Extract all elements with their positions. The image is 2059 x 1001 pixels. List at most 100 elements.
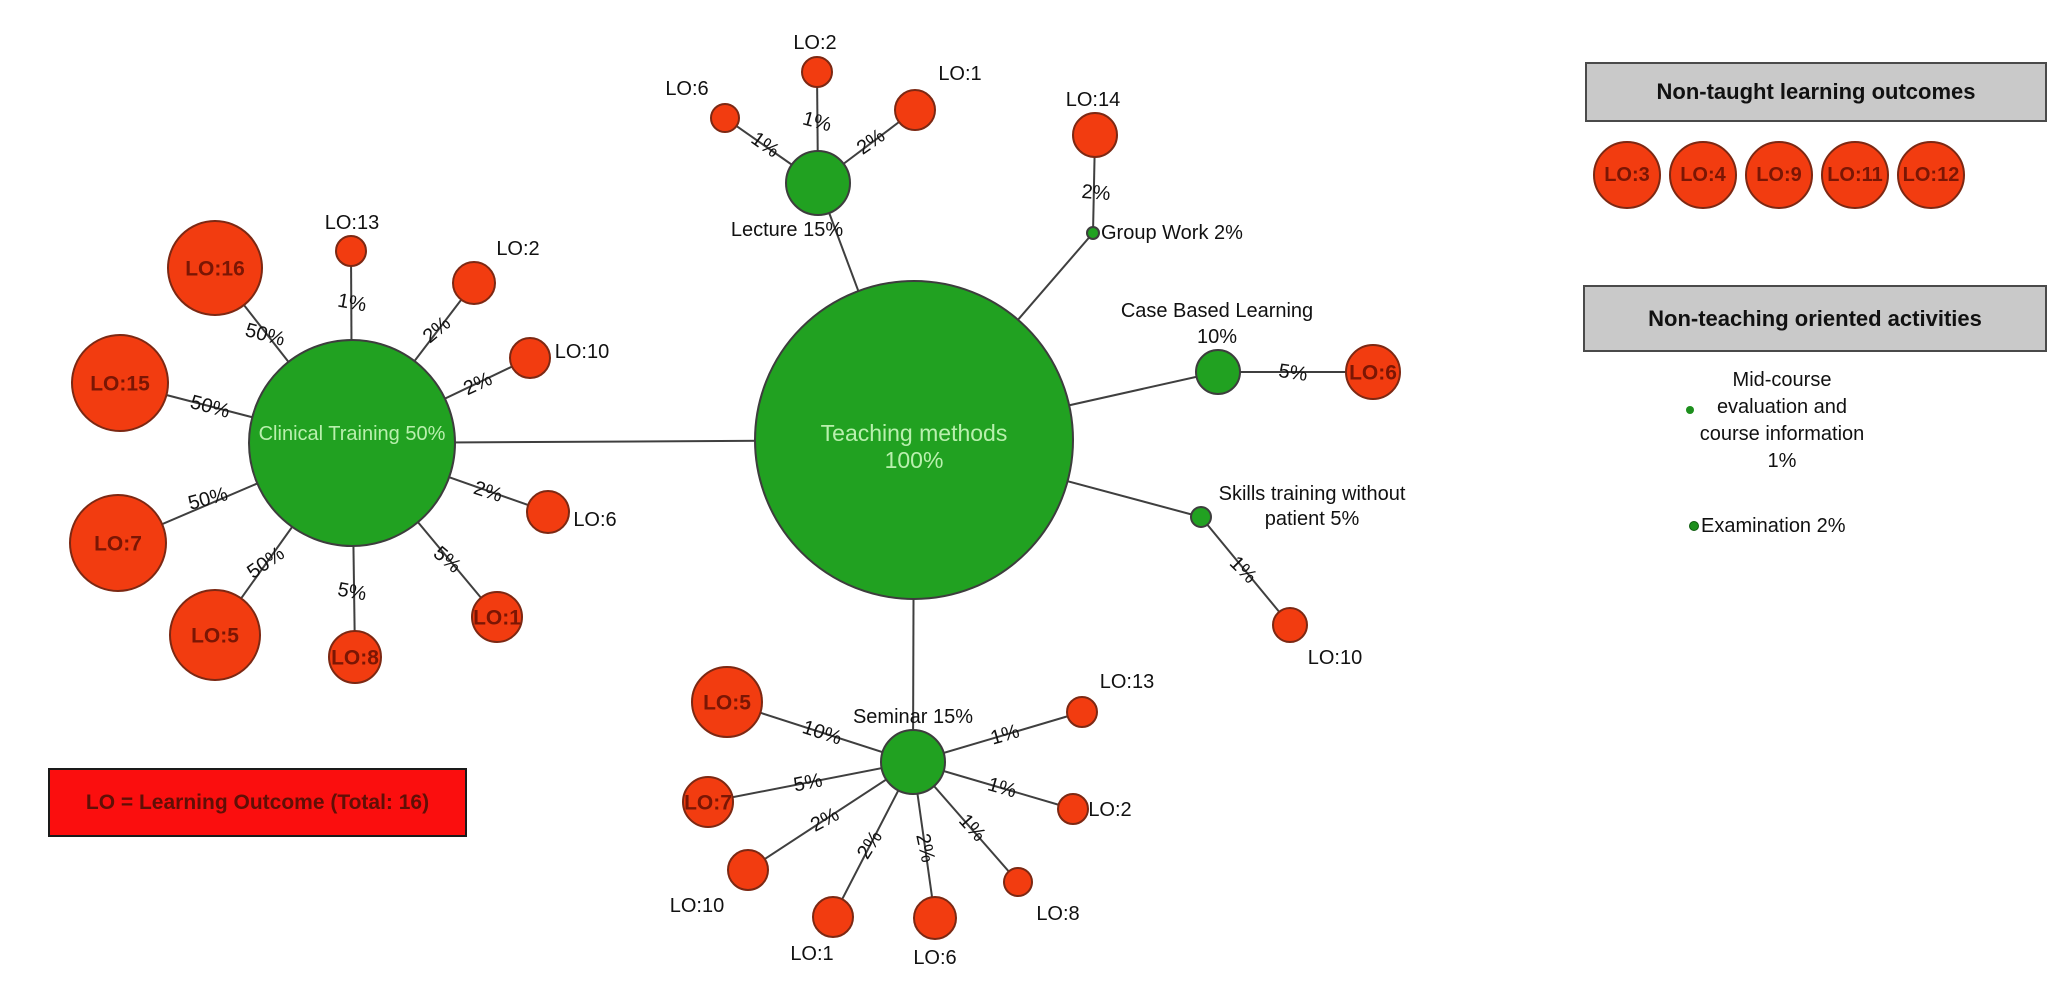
- edge-pct-lecture-lo2: 1%: [800, 108, 834, 137]
- outcome-label-seminar-lo1: LO:1: [790, 943, 833, 965]
- outcome-label-clinical-lo13: LO:13: [325, 212, 379, 234]
- method-label-seminar: Seminar 15%: [853, 706, 973, 728]
- node-teaching-methods: [754, 280, 1074, 600]
- edge-seminar-lo7: [707, 761, 914, 803]
- edge-pct-casebased-lo6: 5%: [1277, 360, 1309, 386]
- nodes-layer: [69, 56, 1401, 940]
- method-label-lecture: Lecture 15%: [731, 219, 844, 241]
- outcome-label-clinical-lo15: LO:15: [90, 373, 150, 396]
- edge-pct-seminar-lo5: 10%: [800, 716, 845, 749]
- method-label-skills: patient 5%: [1265, 508, 1360, 530]
- mid-course-line: evaluation and: [1716, 396, 1848, 418]
- non-taught-outcome-circle: LO:12: [1897, 141, 1965, 209]
- outcome-label-seminar-lo5: LO:5: [703, 692, 751, 715]
- outcome-label-skills-lo10: LO:10: [1308, 647, 1362, 669]
- outcome-label-clinical-lo7: LO:7: [94, 533, 142, 556]
- edge-pct-groupwork-lo14: 2%: [1081, 181, 1112, 205]
- outcome-label-clinical-lo6: LO:6: [573, 509, 616, 531]
- edge-pct-clinical-lo13: 1%: [336, 290, 369, 317]
- node-outcome-clinical-lo13: [335, 235, 367, 267]
- panel-non-taught-header: Non-taught learning outcomes: [1585, 62, 2047, 122]
- edge-pct-clinical-lo8: 5%: [336, 579, 369, 606]
- node-outcome-lecture-lo2: [801, 56, 833, 88]
- outcome-label-clinical-lo8: LO:8: [331, 647, 379, 670]
- node-method-clinical: [248, 339, 456, 547]
- node-outcome-clinical-lo2: [452, 261, 496, 305]
- node-outcome-seminar-lo8: [1003, 867, 1033, 897]
- legend-box: LO = Learning Outcome (Total: 16): [48, 768, 467, 837]
- outcome-label-clinical-lo1: LO:1: [473, 607, 521, 630]
- outcome-label-lecture-lo1: LO:1: [938, 63, 981, 85]
- node-method-groupwork: [1086, 226, 1100, 240]
- edge-pct-seminar-lo13: 1%: [988, 720, 1022, 749]
- node-outcome-clinical-lo7: [69, 494, 167, 592]
- node-outcome-seminar-lo1: [812, 896, 854, 938]
- outcome-label-clinical-lo10: LO:10: [555, 341, 609, 363]
- node-outcome-seminar-lo10: [727, 849, 769, 891]
- node-outcome-seminar-lo7: [682, 776, 734, 828]
- panel-non-teaching-title: Non-teaching oriented activities: [1648, 305, 1982, 331]
- outcome-label-clinical-lo16: LO:16: [185, 258, 245, 281]
- mid-course-item: Mid-course evaluation and course informa…: [1657, 367, 1907, 475]
- examination-label: Examination 2%: [1701, 515, 1846, 537]
- node-outcome-clinical-lo6: [526, 490, 570, 534]
- non-taught-outcome-circle: LO:4: [1669, 141, 1737, 209]
- node-outcome-seminar-lo13: [1066, 696, 1098, 728]
- node-outcome-seminar-lo6: [913, 896, 957, 940]
- method-label-groupwork: Group Work 2%: [1101, 222, 1243, 244]
- outcome-label-seminar-lo8: LO:8: [1036, 903, 1079, 925]
- method-label-skills: Skills training without: [1219, 483, 1406, 505]
- node-outcome-groupwork-lo14: [1072, 112, 1118, 158]
- non-taught-outcome-circle: LO:11: [1821, 141, 1889, 209]
- node-method-lecture: [785, 150, 851, 216]
- teaching-methods-label: 100%: [885, 447, 944, 473]
- non-taught-outcomes-row: LO:3 LO:4 LO:9 LO:11 LO:12: [1593, 141, 1965, 209]
- node-outcome-skills-lo10: [1272, 607, 1308, 643]
- outcome-label-casebased-lo6: LO:6: [1349, 362, 1397, 385]
- node-outcome-clinical-lo1: [471, 591, 523, 643]
- outcome-label-groupwork-lo14: LO:14: [1066, 89, 1120, 111]
- legend-text: LO = Learning Outcome (Total: 16): [85, 790, 430, 814]
- node-outcome-clinical-lo15: [71, 334, 169, 432]
- edge-pct-clinical-lo16: 50%: [243, 319, 288, 351]
- node-outcome-lecture-lo6: [710, 103, 740, 133]
- edge-pct-lecture-lo1: 2%: [853, 125, 889, 160]
- edge-pct-clinical-lo2: 2%: [419, 312, 455, 348]
- node-outcome-seminar-lo2: [1057, 793, 1089, 825]
- outcome-label-seminar-lo2: LO:2: [1088, 799, 1131, 821]
- node-method-casebased: [1195, 349, 1241, 395]
- outcome-label-seminar-lo6: LO:6: [913, 947, 956, 969]
- non-taught-outcome-circle: LO:9: [1745, 141, 1813, 209]
- node-outcome-lecture-lo1: [894, 89, 936, 131]
- teaching-methods-label: Teaching methods: [821, 420, 1008, 446]
- outcome-label-seminar-lo7: LO:7: [684, 792, 732, 815]
- edge-pct-clinical-lo7: 50%: [186, 483, 231, 515]
- outcome-label-clinical-lo5: LO:5: [191, 625, 239, 648]
- mid-course-line: course information: [1699, 423, 1865, 445]
- outcome-label-clinical-lo2: LO:2: [496, 238, 539, 260]
- method-label-casebased: 10%: [1197, 326, 1237, 348]
- edge-pct-clinical-lo10: 2%: [460, 368, 496, 400]
- edge-pct-lecture-lo6: 1%: [747, 128, 783, 163]
- outcome-label-seminar-lo13: LO:13: [1100, 671, 1154, 693]
- examination-dot-icon: [1689, 521, 1699, 531]
- outcome-label-lecture-lo6: LO:6: [665, 78, 708, 100]
- outcome-label-lecture-lo2: LO:2: [793, 32, 836, 54]
- node-outcome-clinical-lo5: [169, 589, 261, 681]
- mid-course-line: 1%: [1767, 450, 1797, 472]
- node-outcome-clinical-lo8: [328, 630, 382, 684]
- node-method-seminar: [880, 729, 946, 795]
- mid-course-line: Mid-course: [1732, 369, 1832, 391]
- non-taught-outcome-circle: LO:3: [1593, 141, 1661, 209]
- outcome-label-seminar-lo10: LO:10: [670, 895, 724, 917]
- panel-non-teaching-header: Non-teaching oriented activities: [1583, 285, 2047, 352]
- edge-pct-seminar-lo7: 5%: [792, 769, 825, 796]
- edge-pct-seminar-lo10: 2%: [807, 803, 843, 836]
- method-label-clinical: Clinical Training 50%: [259, 423, 446, 445]
- node-outcome-clinical-lo16: [167, 220, 263, 316]
- node-method-skills: [1190, 506, 1212, 528]
- edge-pct-seminar-lo2: 1%: [985, 773, 1019, 802]
- edge-pct-seminar-lo1: 2%: [853, 827, 887, 863]
